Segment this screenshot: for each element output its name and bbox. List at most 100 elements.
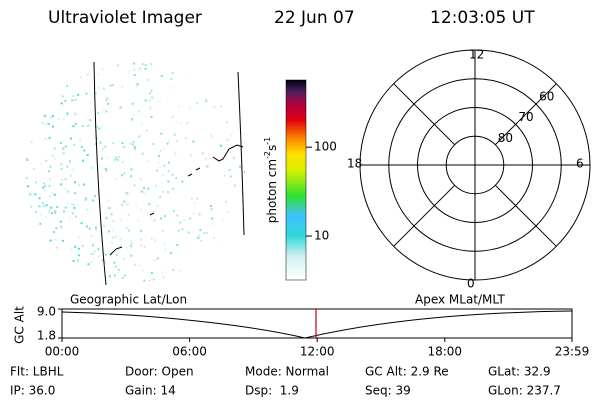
info-field: GC Alt: 2.9 Re bbox=[365, 365, 449, 379]
speckle bbox=[74, 99, 77, 101]
mlt-label: 0 bbox=[467, 277, 475, 291]
speckle bbox=[74, 192, 77, 195]
speckle bbox=[171, 115, 174, 118]
speckle bbox=[158, 100, 161, 103]
speckle bbox=[41, 235, 44, 238]
speckle bbox=[97, 73, 100, 76]
speckle bbox=[180, 122, 182, 125]
speckle bbox=[81, 244, 84, 247]
speckle bbox=[228, 169, 231, 171]
speckle bbox=[87, 263, 90, 266]
speckle bbox=[50, 206, 53, 209]
speckle bbox=[55, 251, 58, 254]
speckle bbox=[132, 113, 135, 116]
speckle bbox=[197, 236, 200, 239]
speckle bbox=[205, 101, 208, 103]
speckle bbox=[88, 278, 91, 281]
speckle bbox=[119, 106, 122, 109]
speckle bbox=[41, 121, 44, 124]
speckle bbox=[136, 83, 139, 85]
speckle bbox=[66, 84, 68, 87]
speckle bbox=[69, 137, 72, 140]
speckle bbox=[97, 112, 99, 115]
speckle bbox=[140, 238, 143, 241]
speckle bbox=[86, 208, 89, 211]
speckle bbox=[206, 71, 209, 74]
speckle bbox=[90, 261, 93, 264]
speckle bbox=[196, 102, 199, 104]
speckle bbox=[167, 161, 170, 164]
colorbar-label: photon cm-2s-1 bbox=[263, 137, 279, 224]
colorbar bbox=[285, 79, 307, 281]
speckle bbox=[154, 219, 157, 222]
speckle bbox=[228, 138, 231, 141]
speckle bbox=[49, 195, 52, 198]
speckle bbox=[121, 276, 124, 279]
speckle bbox=[169, 252, 172, 255]
speckle bbox=[35, 210, 38, 213]
speckle bbox=[47, 122, 50, 125]
speckle bbox=[112, 142, 115, 145]
speckle bbox=[100, 62, 103, 64]
speckle bbox=[49, 178, 52, 181]
speckle bbox=[171, 173, 174, 176]
speckle bbox=[95, 228, 97, 231]
speckle bbox=[210, 208, 213, 211]
speckle bbox=[206, 165, 209, 168]
speckle bbox=[40, 213, 43, 216]
speckle bbox=[39, 276, 42, 278]
speckle bbox=[125, 226, 128, 229]
speckle bbox=[162, 148, 165, 151]
speckle bbox=[164, 242, 167, 245]
speckle bbox=[151, 219, 154, 222]
speckle bbox=[118, 156, 120, 159]
speckle bbox=[151, 96, 154, 99]
speckle bbox=[79, 75, 82, 78]
speckle bbox=[172, 269, 175, 271]
speckle bbox=[80, 62, 83, 64]
speckle bbox=[59, 220, 62, 223]
speckle bbox=[35, 261, 38, 264]
speckle bbox=[213, 105, 216, 108]
speckle bbox=[79, 73, 82, 76]
speckle bbox=[181, 180, 184, 183]
speckle bbox=[133, 184, 136, 187]
speckle bbox=[129, 142, 132, 145]
speckle bbox=[45, 262, 47, 265]
speckle bbox=[64, 145, 67, 148]
speckle bbox=[226, 248, 229, 251]
speckle bbox=[221, 218, 224, 221]
speckle bbox=[121, 85, 124, 88]
speckle bbox=[41, 236, 44, 238]
speckle bbox=[53, 231, 55, 233]
colorbar-tick-label: 100 bbox=[314, 140, 337, 154]
speckle bbox=[26, 159, 29, 161]
speckle bbox=[35, 181, 37, 184]
speckle bbox=[42, 186, 45, 189]
speckle bbox=[35, 96, 38, 99]
speckle bbox=[71, 170, 74, 173]
speckle bbox=[44, 235, 47, 238]
speckle bbox=[140, 229, 143, 232]
speckle bbox=[182, 62, 185, 65]
speckle bbox=[66, 112, 69, 115]
speckle bbox=[60, 167, 63, 170]
speckle bbox=[125, 191, 128, 194]
speckle bbox=[146, 129, 148, 132]
speckle bbox=[104, 145, 107, 148]
speckle bbox=[167, 170, 170, 173]
speckle bbox=[214, 75, 217, 78]
speckle bbox=[184, 137, 187, 140]
speckle bbox=[54, 210, 57, 212]
speckle bbox=[161, 271, 164, 274]
speckle bbox=[190, 197, 193, 200]
speckle bbox=[156, 257, 159, 260]
speckle bbox=[45, 204, 48, 207]
speckle bbox=[55, 227, 58, 230]
speckle bbox=[111, 229, 114, 232]
speckle bbox=[85, 92, 88, 95]
speckle bbox=[211, 135, 214, 138]
speckle bbox=[72, 125, 75, 128]
speckle bbox=[168, 139, 170, 142]
speckle bbox=[66, 165, 69, 168]
